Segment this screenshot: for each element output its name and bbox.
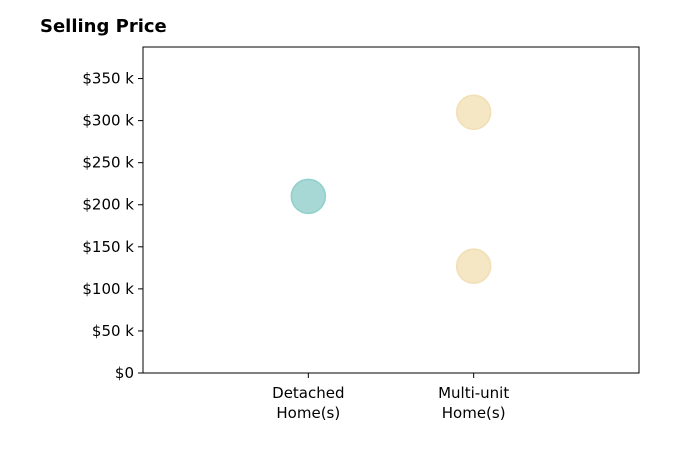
plot-frame: [142, 46, 640, 374]
y-tick-label: $350 k: [82, 70, 134, 88]
data-point: [455, 248, 492, 284]
chart-title: Selling Price: [40, 16, 167, 37]
x-tick-label: Multi-unit Home(s): [438, 384, 509, 422]
y-axis: $0 $50 k $100 k $150 k $200 k $250 k $300 k $35…: [82, 70, 143, 382]
y-tick-label: $300 k: [82, 112, 134, 130]
y-tick-label: $250 k: [82, 154, 134, 172]
y-tick-label: $200 k: [82, 196, 134, 214]
y-tick-label: $50 k: [92, 322, 134, 340]
y-tick-label: $150 k: [82, 238, 134, 256]
data-point: [290, 178, 327, 215]
x-tick-label: Detached Home(s): [272, 384, 344, 422]
data-points: [290, 94, 492, 284]
y-tick-label: $0: [115, 364, 134, 382]
y-tick-label: $100 k: [82, 280, 134, 298]
x-axis: Detached Home(s) Multi-unit Home(s): [272, 373, 509, 422]
data-point: [455, 94, 492, 130]
